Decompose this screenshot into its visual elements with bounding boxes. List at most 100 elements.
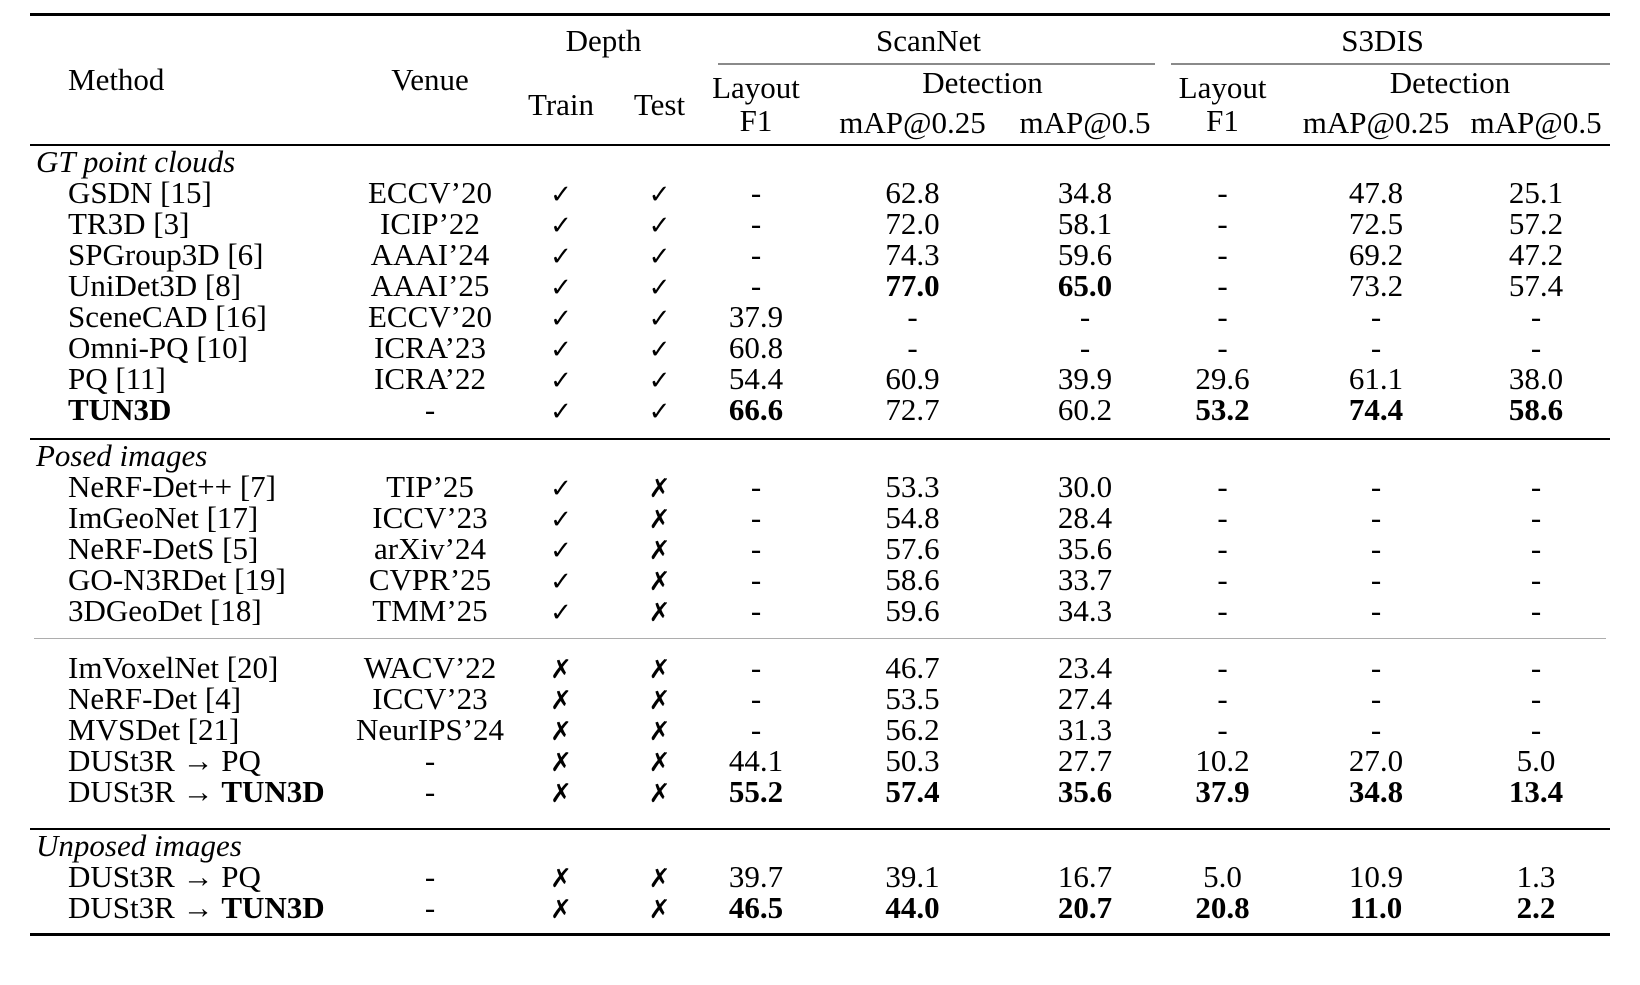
metric-value: - (1217, 499, 1228, 535)
metric-value: 57.2 (1508, 205, 1564, 241)
metric-value: 11.0 (1349, 889, 1403, 925)
metric-value: 37.9 (1195, 773, 1250, 809)
table-row: Omni-PQ [10] ICRA’23 ✓ ✓ 60.8 - - - - - (30, 332, 1610, 363)
method-name: Omni-PQ [10] (68, 329, 248, 365)
method-cell: DUSt3R → PQ (30, 745, 355, 776)
venue-cell: - (424, 773, 436, 809)
col-header-test: Test (633, 86, 686, 122)
table-row: ImVoxelNet [20] WACV’22 ✗ ✗ - 46.7 23.4 - - - (30, 652, 1610, 683)
table-row: NeRF-Det [4] ICCV’23 ✗ ✗ - 53.5 27.4 - - - (30, 683, 1610, 714)
depth-train-cell: ✗ (505, 745, 617, 776)
table-row: SPGroup3D [6] AAAI’24 ✓ ✓ - 74.3 59.6 - 69.2 47.2 (30, 239, 1610, 270)
metric-value: - (750, 711, 762, 747)
check-icon: ✓ (648, 303, 671, 334)
metric-value: 27.0 (1348, 742, 1404, 778)
depth-train-cell: ✓ (505, 177, 617, 208)
depth-test-cell: ✗ (617, 533, 702, 564)
venue-cell: ECCV’20 (368, 298, 492, 334)
check-icon: ✓ (648, 210, 671, 241)
metric-value: - (1530, 329, 1542, 365)
metric-value: - (750, 174, 762, 210)
metric-value: - (1217, 649, 1228, 685)
venue-cell: - (424, 742, 436, 778)
scannet-label: ScanNet (876, 22, 982, 58)
venue-cell: ICCV’23 (372, 499, 488, 535)
depth-test-cell: ✓ (617, 332, 702, 363)
metric-value: - (1217, 205, 1228, 241)
metric-value: 5.0 (1203, 858, 1242, 894)
cross-icon: ✗ (648, 716, 671, 747)
depth-test-cell: ✗ (617, 652, 702, 683)
metric-value: 72.5 (1348, 205, 1404, 241)
depth-test-cell: ✓ (617, 270, 702, 301)
cross-icon: ✗ (648, 894, 671, 925)
check-icon: ✓ (550, 504, 572, 535)
check-icon: ✓ (550, 334, 572, 365)
check-icon: ✓ (550, 272, 572, 303)
metric-value: 46.7 (885, 649, 940, 685)
section-label-row: Posed images (30, 439, 1610, 471)
metric-value: - (1217, 592, 1228, 628)
method-cell: SPGroup3D [6] (30, 239, 355, 270)
venue-cell: - (424, 889, 436, 925)
metric-value: - (750, 649, 762, 685)
metric-value: 27.4 (1057, 680, 1113, 716)
venue-cell: TIP’25 (386, 468, 474, 504)
metric-value: 57.4 (1508, 267, 1564, 303)
metric-value: - (750, 592, 762, 628)
metric-value: 69.2 (1348, 236, 1404, 272)
metric-value: - (1079, 298, 1091, 334)
check-icon: ✓ (550, 210, 572, 241)
cross-icon: ✗ (648, 473, 671, 504)
venue-cell: AAAI’24 (370, 236, 490, 272)
method-cell: TUN3D (30, 394, 355, 425)
metric-value: 61.1 (1348, 360, 1404, 396)
metric-value: 1.3 (1516, 858, 1556, 894)
metric-value: 37.9 (728, 298, 784, 334)
metric-value: - (1217, 298, 1228, 334)
group-header-depth: Depth (565, 22, 642, 58)
table-section: GT point clouds GSDN [15] ECCV’20 ✓ ✓ -62.8 34… (30, 145, 1611, 439)
metric-value: 62.8 (885, 174, 940, 210)
method-cell: SceneCAD [16] (30, 301, 355, 332)
metric-value: - (1370, 561, 1382, 597)
table-row: DUSt3R → TUN3D - ✗ ✗ 46.5 44.0 20.7 20.8 11.0 2.2 (30, 892, 1610, 923)
metric-value: - (750, 499, 762, 535)
metric-value: 44.1 (728, 742, 784, 778)
metric-value: 34.3 (1057, 592, 1113, 628)
table-row: TR3D [3] ICIP’22 ✓ ✓ - 72.0 58.1 - 72.5 57.2 (30, 208, 1610, 239)
venue-cell: ECCV’20 (368, 174, 492, 210)
method-cell: DUSt3R → PQ (30, 861, 355, 892)
cross-icon: ✗ (648, 778, 671, 809)
thin-rule (34, 638, 1607, 639)
metric-value: - (1530, 298, 1542, 334)
check-icon: ✓ (550, 179, 572, 210)
section-label-row: Unposed images (30, 829, 1610, 861)
method-name: DUSt3R → (68, 773, 222, 809)
depth-test-cell: ✓ (617, 177, 702, 208)
check-icon: ✓ (550, 241, 572, 272)
depth-train-cell: ✓ (505, 208, 617, 239)
cross-icon: ✗ (648, 504, 671, 535)
method-name: PQ [11] (68, 360, 166, 396)
metric-value: 39.1 (885, 858, 940, 894)
method-name: GO-N3RDet [19] (68, 561, 286, 597)
method-cell: 3DGeoDet [18] (30, 595, 355, 626)
venue-cell: arXiv’24 (374, 530, 486, 566)
method-cell: GSDN [15] (30, 177, 355, 208)
table-row: TUN3D - ✓ ✓ 66.6 72.7 60.2 53.2 74.4 58.6 (30, 394, 1610, 425)
metric-value: 27.7 (1057, 742, 1113, 778)
metric-value: - (750, 236, 762, 272)
depth-test-cell: ✓ (617, 239, 702, 270)
metric-value: 46.5 (728, 889, 784, 925)
depth-train-cell: ✓ (505, 471, 617, 502)
cross-icon: ✗ (648, 535, 671, 566)
depth-train-cell: ✓ (505, 394, 617, 425)
group-divider (30, 626, 1610, 652)
method-name-bold: TUN3D (221, 889, 325, 925)
venue-cell: - (424, 858, 436, 894)
col-header-scannet-layout-f1: Layout F1 (702, 65, 810, 145)
method-cell: PQ [11] (30, 363, 355, 394)
venue-cell: NeurIPS’24 (355, 711, 505, 747)
depth-test-cell: ✓ (617, 363, 702, 394)
